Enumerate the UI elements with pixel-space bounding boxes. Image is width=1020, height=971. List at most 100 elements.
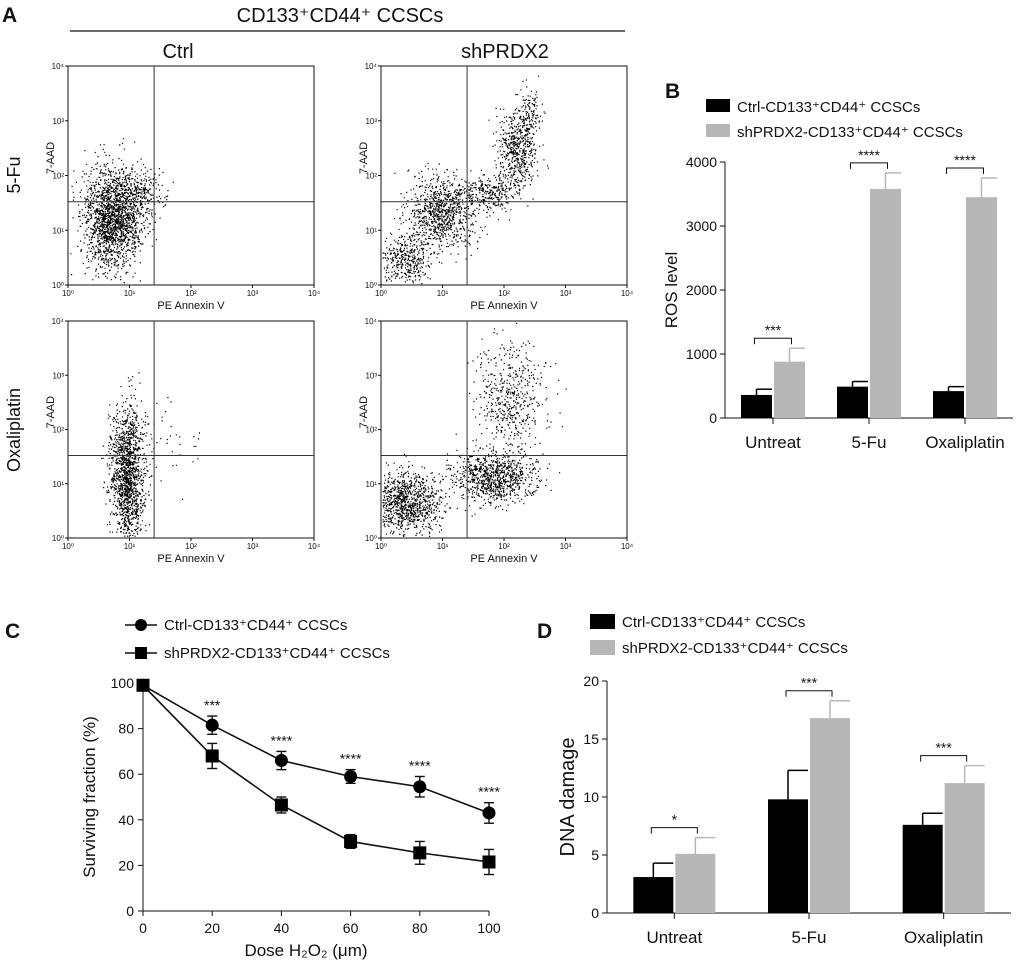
legend-d-swatch-ctrl — [590, 614, 615, 629]
y-tick-label: 10⁰ — [52, 534, 64, 543]
flow-plot-frame — [67, 320, 315, 539]
y-tick-label: 10⁰ — [365, 534, 377, 543]
x-category-label: Oxaliplatin — [904, 928, 983, 947]
data-point-sh — [274, 798, 288, 812]
significance-mark: *** — [801, 675, 818, 691]
y-tick-label: 10⁰ — [52, 281, 64, 290]
legend-c-marker-sh — [135, 647, 147, 659]
data-point-sh — [344, 834, 358, 848]
y-tick-label: 20 — [118, 857, 134, 873]
legend-b-swatch-sh — [706, 124, 730, 137]
legend-d-label-sh: shPRDX2-CD133⁺CD44⁺ CCSCs — [622, 640, 848, 657]
x-category-label: 5-Fu — [852, 433, 887, 452]
x-tick-label: 60 — [343, 920, 359, 936]
legend-d-label-ctrl: Ctrl-CD133⁺CD44⁺ CCSCs — [622, 614, 805, 631]
data-point-sh — [136, 678, 150, 692]
bar-sh-1 — [870, 188, 901, 418]
chart-c: 0 20 40 60 80 100 0 20 40 60 80 100 Dose H₂O₂ (μm) Su… — [80, 675, 501, 960]
x-tick-label: 10³ — [247, 289, 259, 298]
x-category-label: 5-Fu — [792, 928, 827, 947]
bar-sh-0 — [675, 853, 716, 913]
y-tick-label: 100 — [111, 675, 135, 691]
y-tick-label: 10¹ — [365, 480, 377, 489]
bar-ctrl-2 — [902, 824, 943, 913]
y-tick-label: 10⁴ — [365, 317, 378, 326]
y-tick-label: 10 — [583, 789, 599, 805]
y-tick-label: 10³ — [52, 371, 64, 380]
y-tick-label: 10⁴ — [365, 62, 378, 71]
bar-sh-0 — [774, 361, 805, 418]
data-point-sh — [413, 846, 427, 860]
x-tick-label: 10⁴ — [621, 542, 634, 551]
significance-bracket — [754, 337, 792, 345]
legend-c-marker-ctrl — [135, 619, 147, 631]
legend-b-label-sh: shPRDX2-CD133⁺CD44⁺ CCSCs — [737, 124, 963, 141]
significance-bracket — [650, 827, 698, 834]
panel-b-label: B — [665, 80, 680, 103]
significance-mark: **** — [409, 757, 431, 773]
series-line-sh — [142, 684, 490, 863]
chart-d: 0 5 10 15 20 DNA damage Untreat * 5-Fu *** Oxalipl… — [557, 673, 1011, 947]
y-tick-label: 10⁰ — [365, 281, 377, 290]
y-tick-label: 10³ — [365, 371, 377, 380]
x-tick-label: 10⁰ — [62, 289, 74, 298]
flow-dots — [382, 75, 549, 285]
data-point-ctrl — [205, 718, 219, 732]
y-tick-label: 10² — [52, 172, 64, 181]
y-tick-label: 80 — [118, 721, 134, 737]
bar-ctrl-0 — [741, 394, 772, 418]
chart-b: 0 1000 2000 3000 4000 ROS level Untreat *** 5-Fu… — [662, 147, 1013, 452]
significance-bracket — [785, 690, 833, 697]
significance-mark: *** — [935, 740, 952, 756]
x-tick-label: 80 — [412, 920, 428, 936]
x-tick-label: 10³ — [247, 542, 259, 551]
significance-mark: **** — [954, 152, 976, 168]
data-point-ctrl — [274, 754, 288, 768]
row-title-5fu: 5-Fu — [4, 156, 24, 193]
y-tick-label: 10¹ — [365, 226, 377, 235]
x-tick-label: 10² — [498, 542, 510, 551]
x-tick-label: 40 — [274, 920, 290, 936]
bar-sh-2 — [966, 197, 997, 418]
significance-mark: *** — [765, 322, 782, 338]
x-tick-label: 10⁴ — [308, 289, 321, 298]
x-axis-title: Dose H₂O₂ (μm) — [244, 941, 367, 960]
y-tick-label: 0 — [126, 903, 134, 919]
bar-ctrl-0 — [633, 877, 674, 913]
x-tick-label: 100 — [477, 920, 501, 936]
panel-b: B Ctrl-CD133⁺CD44⁺ CCSCs shPRDX2-CD133⁺C… — [662, 80, 1013, 452]
legend-b-label-ctrl: Ctrl-CD133⁺CD44⁺ CCSCs — [737, 99, 920, 116]
significance-mark: **** — [858, 147, 880, 163]
y-axis-label: 7-AAD — [358, 396, 370, 428]
y-tick-label: 10⁴ — [52, 317, 65, 326]
bar-sh-1 — [810, 718, 850, 913]
significance-mark: **** — [478, 784, 500, 800]
data-point-ctrl — [413, 780, 427, 794]
y-axis-title: ROS level — [662, 252, 681, 329]
y-tick-label: 5 — [591, 847, 599, 863]
panel-d-label: D — [537, 620, 552, 643]
y-tick-label: 10¹ — [52, 226, 64, 235]
y-tick-label: 0 — [591, 905, 599, 921]
x-tick-label: 10⁰ — [375, 289, 387, 298]
x-axis-label: PE Annexin V — [157, 300, 225, 312]
significance-bracket — [920, 755, 968, 762]
series-line-ctrl — [142, 684, 490, 814]
panel-c: C Ctrl-CD133⁺CD44⁺ CCSCs shPRDX2-CD133⁺C… — [5, 617, 501, 960]
data-point-ctrl — [482, 806, 496, 820]
significance-mark: **** — [340, 751, 362, 767]
significance-mark: **** — [271, 732, 293, 748]
x-tick-label: 10³ — [560, 289, 572, 298]
x-tick-label: 10¹ — [124, 542, 136, 551]
x-tick-label: 10² — [185, 542, 197, 551]
y-tick-label: 3000 — [686, 218, 717, 234]
legend-c-label-sh: shPRDX2-CD133⁺CD44⁺ CCSCs — [164, 645, 390, 662]
y-tick-label: 60 — [118, 766, 134, 782]
x-tick-label: 10² — [185, 289, 197, 298]
significance-bracket — [946, 167, 984, 174]
y-tick-label: 1000 — [686, 346, 717, 362]
